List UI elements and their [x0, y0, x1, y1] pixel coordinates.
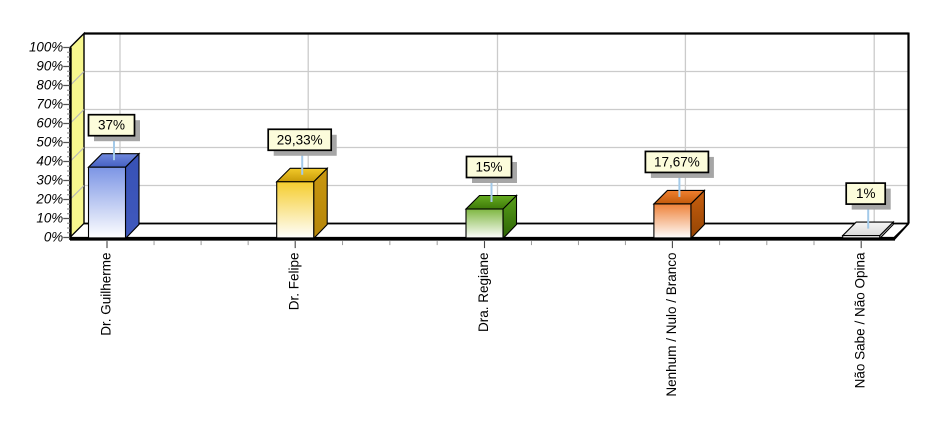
svg-text:29,33%: 29,33% [277, 132, 323, 147]
svg-text:100%: 100% [29, 39, 63, 54]
svg-text:10%: 10% [36, 210, 63, 225]
svg-text:90%: 90% [36, 58, 63, 73]
svg-text:Não Sabe / Não Opina: Não Sabe / Não Opina [853, 252, 868, 388]
svg-text:37%: 37% [98, 118, 125, 133]
svg-text:Nenhum / Nulo / Branco: Nenhum / Nulo / Branco [664, 253, 679, 397]
svg-text:60%: 60% [36, 115, 63, 130]
svg-text:0%: 0% [44, 229, 63, 244]
svg-text:50%: 50% [36, 134, 63, 149]
svg-text:70%: 70% [36, 96, 63, 111]
svg-text:17,67%: 17,67% [654, 154, 700, 169]
svg-text:15%: 15% [475, 160, 502, 175]
svg-text:Dr. Felipe: Dr. Felipe [287, 253, 302, 311]
svg-text:40%: 40% [36, 153, 63, 168]
svg-text:80%: 80% [36, 77, 63, 92]
svg-text:1%: 1% [856, 186, 876, 201]
svg-text:Dra. Regiane: Dra. Regiane [476, 253, 491, 333]
svg-text:20%: 20% [35, 191, 63, 206]
svg-text:30%: 30% [36, 172, 63, 187]
svg-text:Dr. Guilherme: Dr. Guilherme [99, 253, 114, 336]
